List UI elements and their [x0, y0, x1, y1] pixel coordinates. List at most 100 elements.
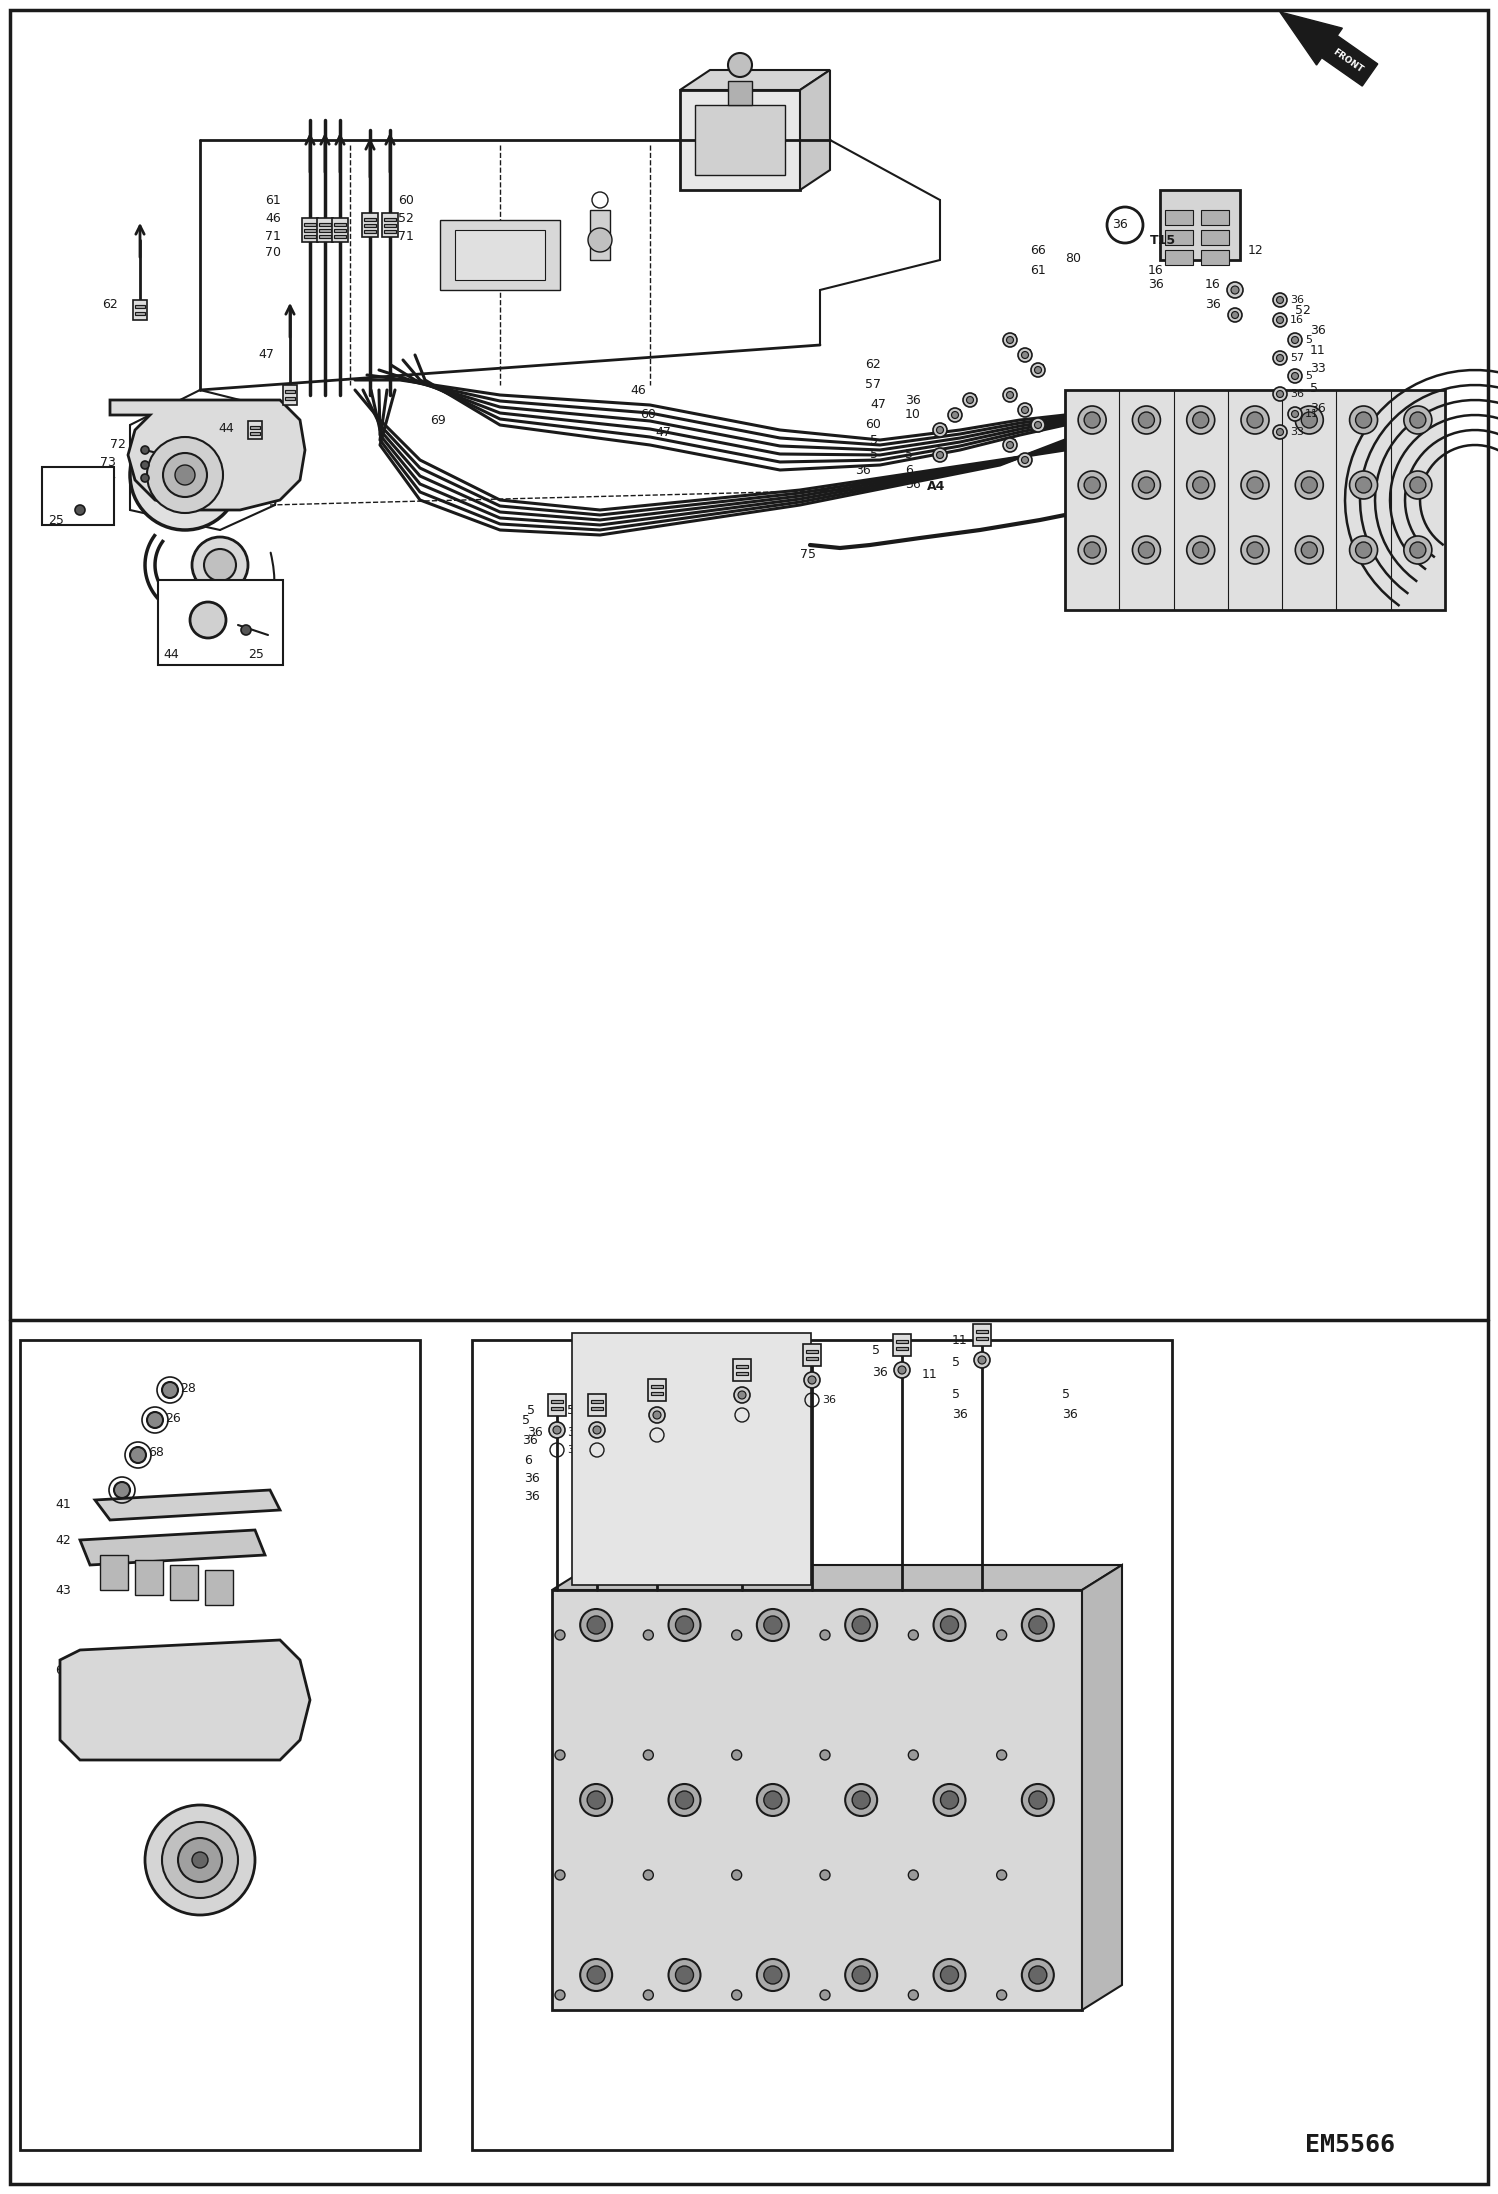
Text: 46: 46: [631, 384, 646, 397]
Text: 36: 36: [1290, 388, 1303, 399]
Circle shape: [908, 1751, 918, 1760]
Circle shape: [548, 1422, 565, 1437]
Polygon shape: [109, 399, 306, 509]
Circle shape: [554, 1869, 565, 1880]
Bar: [975, 1336, 989, 1341]
Bar: [319, 228, 331, 233]
Text: 36: 36: [1204, 298, 1221, 312]
Polygon shape: [551, 1564, 1122, 1591]
Text: 33: 33: [1290, 428, 1303, 437]
Bar: [283, 384, 297, 406]
Circle shape: [1085, 476, 1100, 494]
Circle shape: [908, 1990, 918, 2001]
Circle shape: [756, 1784, 789, 1817]
Text: 36: 36: [905, 478, 921, 491]
Circle shape: [845, 1959, 878, 1990]
Circle shape: [731, 1990, 742, 2001]
Text: 16: 16: [1290, 316, 1303, 325]
Text: 12: 12: [1248, 244, 1264, 257]
Circle shape: [178, 1839, 222, 1882]
Circle shape: [1240, 472, 1269, 498]
Text: 26: 26: [165, 1411, 181, 1424]
Bar: [304, 222, 316, 226]
Text: FRONT: FRONT: [1330, 46, 1365, 75]
Circle shape: [731, 1630, 742, 1639]
Circle shape: [1019, 404, 1032, 417]
Text: EM5566: EM5566: [1305, 2133, 1395, 2157]
Bar: [249, 421, 262, 439]
Circle shape: [1079, 406, 1106, 434]
Bar: [334, 235, 346, 237]
Circle shape: [1138, 412, 1155, 428]
Text: 36: 36: [524, 1490, 539, 1503]
Bar: [1159, 191, 1240, 261]
Bar: [334, 222, 346, 226]
Circle shape: [553, 1426, 560, 1435]
Circle shape: [807, 1376, 816, 1384]
Text: 5: 5: [1305, 371, 1312, 382]
Circle shape: [1276, 355, 1284, 362]
Circle shape: [819, 1630, 830, 1639]
Circle shape: [1004, 439, 1017, 452]
Text: 73: 73: [100, 456, 115, 470]
Bar: [650, 1393, 664, 1395]
Circle shape: [649, 1406, 665, 1424]
Circle shape: [978, 1356, 986, 1365]
Circle shape: [1350, 535, 1378, 564]
Polygon shape: [680, 70, 830, 90]
Circle shape: [1007, 391, 1014, 399]
Bar: [42, 467, 114, 524]
Circle shape: [1356, 412, 1372, 428]
Bar: [385, 224, 395, 226]
Bar: [736, 1371, 749, 1376]
Bar: [896, 1341, 908, 1343]
Circle shape: [1138, 542, 1155, 557]
Text: 36: 36: [712, 1391, 728, 1404]
Text: 36: 36: [872, 1367, 888, 1380]
Text: 5: 5: [872, 1343, 879, 1356]
Bar: [590, 211, 610, 261]
Bar: [100, 1556, 127, 1591]
Circle shape: [676, 1966, 694, 1983]
Circle shape: [996, 1751, 1007, 1760]
Bar: [736, 1365, 749, 1367]
Circle shape: [731, 1751, 742, 1760]
Circle shape: [668, 1608, 701, 1641]
Bar: [1165, 211, 1192, 226]
Text: 5: 5: [1305, 336, 1312, 344]
Circle shape: [1004, 388, 1017, 402]
Circle shape: [1019, 349, 1032, 362]
Circle shape: [1410, 476, 1426, 494]
Text: 36: 36: [1309, 402, 1326, 415]
Bar: [133, 301, 147, 320]
Circle shape: [1035, 366, 1041, 373]
Circle shape: [1022, 351, 1029, 358]
Circle shape: [1192, 476, 1209, 494]
Bar: [1165, 230, 1192, 246]
Circle shape: [1410, 412, 1426, 428]
Circle shape: [1079, 472, 1106, 498]
Circle shape: [819, 1869, 830, 1880]
Bar: [19, 1341, 419, 2150]
Bar: [695, 105, 785, 176]
Circle shape: [175, 465, 195, 485]
Text: 52: 52: [398, 211, 413, 224]
Bar: [806, 1349, 818, 1354]
Bar: [572, 1334, 810, 1584]
Circle shape: [1192, 412, 1209, 428]
Circle shape: [1192, 542, 1209, 557]
Circle shape: [852, 1617, 870, 1635]
Circle shape: [1004, 333, 1017, 347]
Bar: [318, 217, 333, 241]
Circle shape: [739, 1391, 746, 1400]
Bar: [590, 1406, 604, 1411]
Bar: [364, 230, 376, 233]
Circle shape: [1276, 428, 1284, 434]
Bar: [135, 312, 145, 314]
Circle shape: [819, 1751, 830, 1760]
Bar: [1201, 250, 1228, 265]
Text: 36: 36: [953, 1409, 968, 1422]
Circle shape: [1132, 535, 1161, 564]
Bar: [1201, 211, 1228, 226]
Circle shape: [1350, 472, 1378, 498]
